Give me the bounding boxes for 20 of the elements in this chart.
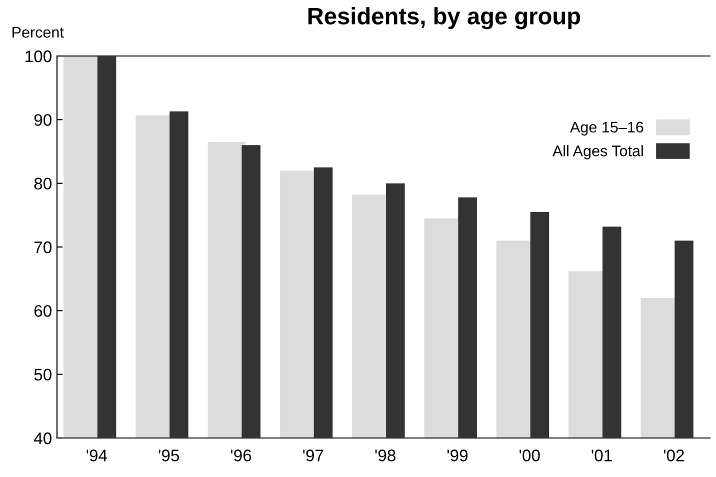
- y-tick-label: 80: [34, 178, 52, 190]
- x-tick-label: '99: [447, 450, 468, 462]
- legend-label: All Ages Total: [552, 145, 643, 160]
- x-tick-label: '00: [520, 450, 540, 462]
- y-tick-label: 70: [34, 241, 52, 254]
- y-tick-label: 100: [26, 50, 52, 62]
- x-tick-label: '98: [375, 450, 396, 462]
- y-tick-label: 50: [34, 368, 52, 381]
- legend-label: Age 15–16: [570, 122, 644, 136]
- y-tick-label: 90: [34, 114, 52, 126]
- x-tick-label: '95: [158, 450, 179, 462]
- x-tick-label: '02: [664, 450, 684, 462]
- x-tick-label: '01: [592, 450, 612, 462]
- y-axis-title: Percent: [12, 27, 64, 38]
- x-tick-label: '94: [86, 450, 108, 462]
- y-tick-label: 40: [34, 432, 52, 444]
- y-tick-label: 60: [34, 305, 52, 317]
- x-tick-label: '96: [230, 450, 252, 462]
- x-tick-label: '97: [303, 450, 324, 462]
- chart-title: Residents, by age group: [308, 7, 580, 30]
